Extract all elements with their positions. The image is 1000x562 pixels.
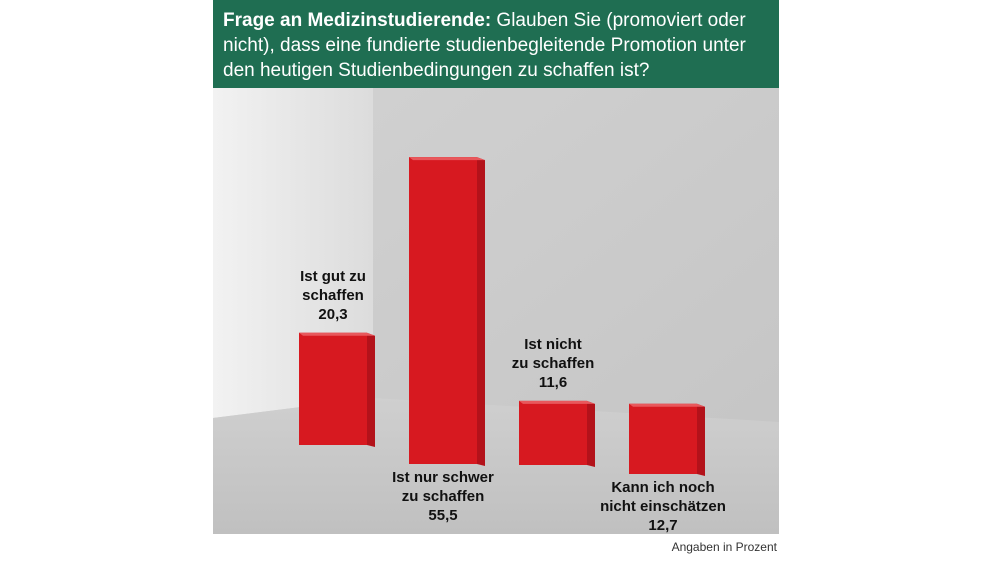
category-label-3-line1: Ist nicht	[524, 335, 582, 353]
bars-layer	[299, 157, 705, 476]
chart-title: Frage an Medizinstudierende: Glauben Sie…	[213, 0, 779, 88]
title-question-prefix: Frage an Medizinstudierende:	[223, 10, 492, 31]
bar-1	[299, 332, 367, 445]
category-label-4-line2: nicht einschätzen	[600, 498, 726, 515]
title-question-text: Glauben Sie (promoviert oder nicht), das…	[223, 10, 746, 81]
value-label-1: 20,3	[318, 305, 348, 323]
bar-label-4: Kann ich noch nicht einschätzen 12,7	[583, 478, 743, 534]
category-label-3-line2: zu schaffen	[511, 354, 595, 372]
value-label-2: 55,5	[428, 507, 458, 524]
bar-label-1: Ist gut zu schaffen 20,3	[253, 267, 413, 324]
category-label-4-line1: Kann ich noch	[611, 479, 715, 496]
bar-2	[409, 157, 477, 464]
category-label-1-line2: schaffen	[302, 286, 364, 304]
unit-footnote: Angaben in Prozent	[671, 540, 777, 554]
bar-2-top	[409, 157, 485, 161]
category-label-2-line2: zu schaffen	[401, 488, 485, 505]
bar-4-top	[629, 403, 705, 407]
bar-3-side	[587, 400, 595, 467]
bar-label-2: Ist nur schwer zu schaffen 55,5	[363, 468, 523, 525]
category-label-2-line1: Ist nur schwer	[392, 469, 494, 486]
value-label-4: 12,7	[648, 517, 678, 534]
bar-label-3: Ist nicht zu schaffen 11,6	[473, 335, 633, 392]
bar-2-side	[477, 157, 485, 466]
bar-4-side	[697, 403, 705, 476]
bar-4	[629, 403, 697, 474]
bar-3	[519, 400, 587, 465]
infographic: Frage an Medizinstudierende: Glauben Sie…	[213, 0, 779, 562]
bar-1-top	[299, 332, 375, 336]
value-label-3: 11,6	[538, 373, 568, 391]
category-label-1-line1: Ist gut zu	[300, 267, 366, 285]
bar-3-top	[519, 400, 595, 404]
bar-1-side	[367, 332, 375, 447]
chart-area: Ist gut zu schaffen 20,3 Ist nur schwer zu s…	[213, 88, 779, 534]
